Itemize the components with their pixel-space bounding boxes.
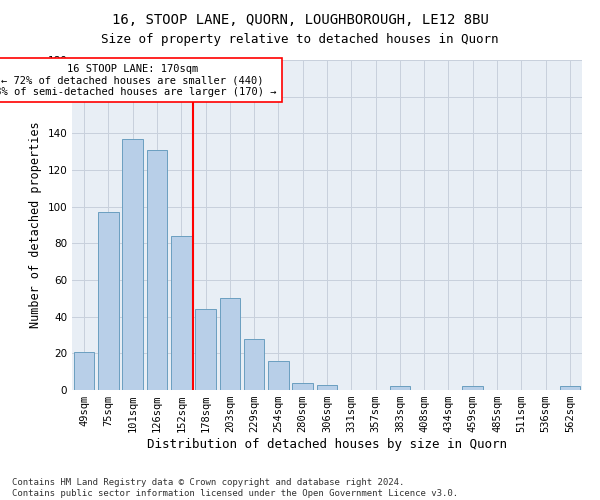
Text: 16, STOOP LANE, QUORN, LOUGHBOROUGH, LE12 8BU: 16, STOOP LANE, QUORN, LOUGHBOROUGH, LE1… (112, 12, 488, 26)
Bar (171, 236, 191, 390)
Text: Contains HM Land Registry data © Crown copyright and database right 2024.
Contai: Contains HM Land Registry data © Crown c… (12, 478, 458, 498)
Text: 16 STOOP LANE: 170sqm
← 72% of detached houses are smaller (440)
28% of semi-det: 16 STOOP LANE: 170sqm ← 72% of detached … (0, 64, 277, 97)
Bar (220, 298, 240, 390)
Bar (74, 352, 94, 390)
Bar (463, 386, 483, 390)
Bar (244, 338, 265, 390)
Bar (292, 382, 313, 390)
Text: Size of property relative to detached houses in Quorn: Size of property relative to detached ho… (101, 32, 499, 46)
Bar (195, 310, 216, 390)
Bar (268, 360, 289, 390)
Bar (98, 212, 119, 390)
Bar (146, 150, 167, 390)
Y-axis label: Number of detached properties: Number of detached properties (29, 122, 42, 328)
Bar (560, 386, 580, 390)
Bar (317, 384, 337, 390)
Bar (122, 139, 143, 390)
Bar (389, 386, 410, 390)
X-axis label: Distribution of detached houses by size in Quorn: Distribution of detached houses by size … (147, 438, 507, 451)
